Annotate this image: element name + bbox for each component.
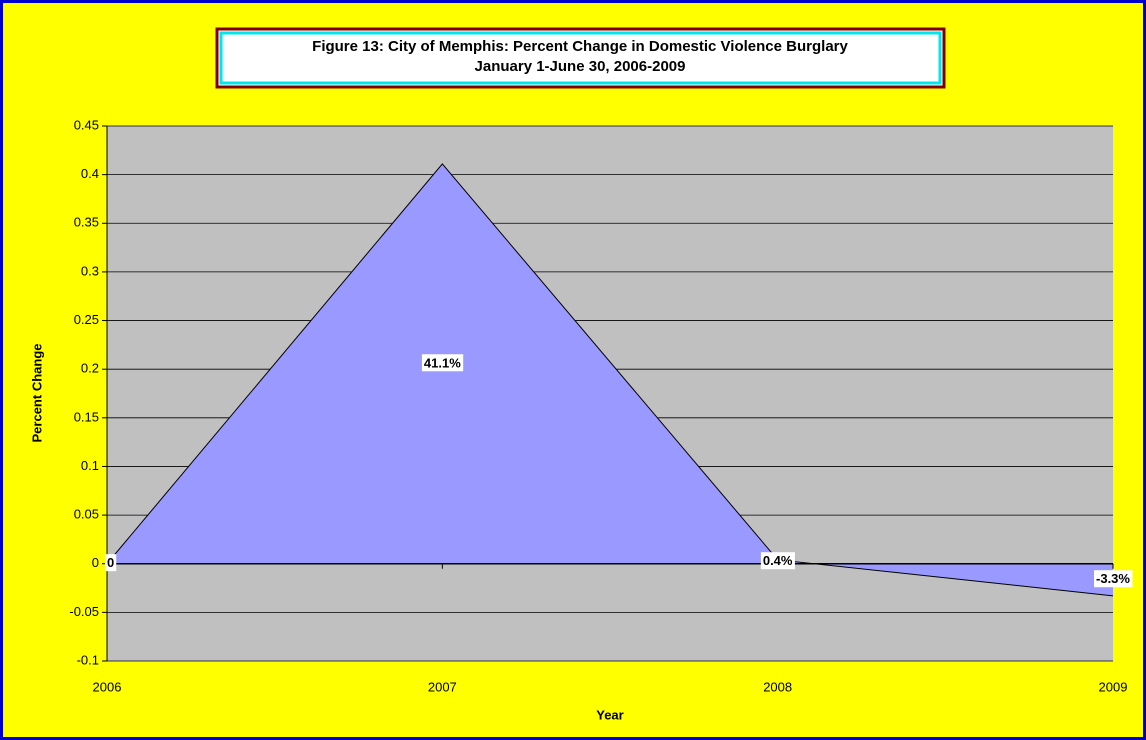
x-axis-label: Year bbox=[596, 707, 623, 722]
data-label: -3.3% bbox=[1096, 571, 1130, 586]
data-label-bg bbox=[421, 354, 464, 372]
x-tick-label: 2009 bbox=[1099, 679, 1128, 694]
y-tick-label: 0.45 bbox=[74, 117, 99, 132]
title-box bbox=[215, 27, 946, 89]
y-tick-label: 0.35 bbox=[74, 215, 99, 230]
y-axis-label: Percent Change bbox=[29, 344, 44, 443]
data-label: 0 bbox=[107, 555, 114, 570]
y-tick-label: -0.05 bbox=[69, 604, 99, 619]
area bbox=[107, 163, 1113, 596]
data-label-bg bbox=[1094, 570, 1133, 588]
y-tick-label: 0.3 bbox=[81, 263, 99, 278]
y-tick-label: 0.4 bbox=[81, 166, 99, 181]
y-tick-label: 0.25 bbox=[74, 312, 99, 327]
data-label: 0.4% bbox=[763, 553, 793, 568]
y-tick-label: 0.2 bbox=[81, 361, 99, 376]
y-tick-label: 0.15 bbox=[74, 409, 99, 424]
data-label-bg bbox=[105, 554, 117, 572]
x-tick-label: 2008 bbox=[763, 679, 792, 694]
chart-title: January 1-June 30, 2006-2009 bbox=[475, 58, 686, 75]
data-label-bg bbox=[760, 552, 795, 570]
y-tick-label: 0 bbox=[92, 555, 99, 570]
data-label: 41.1% bbox=[424, 355, 461, 370]
x-tick-label: 2006 bbox=[93, 679, 122, 694]
y-tick-label: -0.1 bbox=[77, 652, 99, 667]
y-tick-label: 0.05 bbox=[74, 507, 99, 522]
x-tick-label: 2007 bbox=[428, 679, 457, 694]
title-box-inner bbox=[219, 31, 942, 85]
y-tick-label: 0.1 bbox=[81, 458, 99, 473]
area-line bbox=[106, 163, 1114, 597]
chart-title: Figure 13: City of Memphis: Percent Chan… bbox=[312, 38, 848, 55]
